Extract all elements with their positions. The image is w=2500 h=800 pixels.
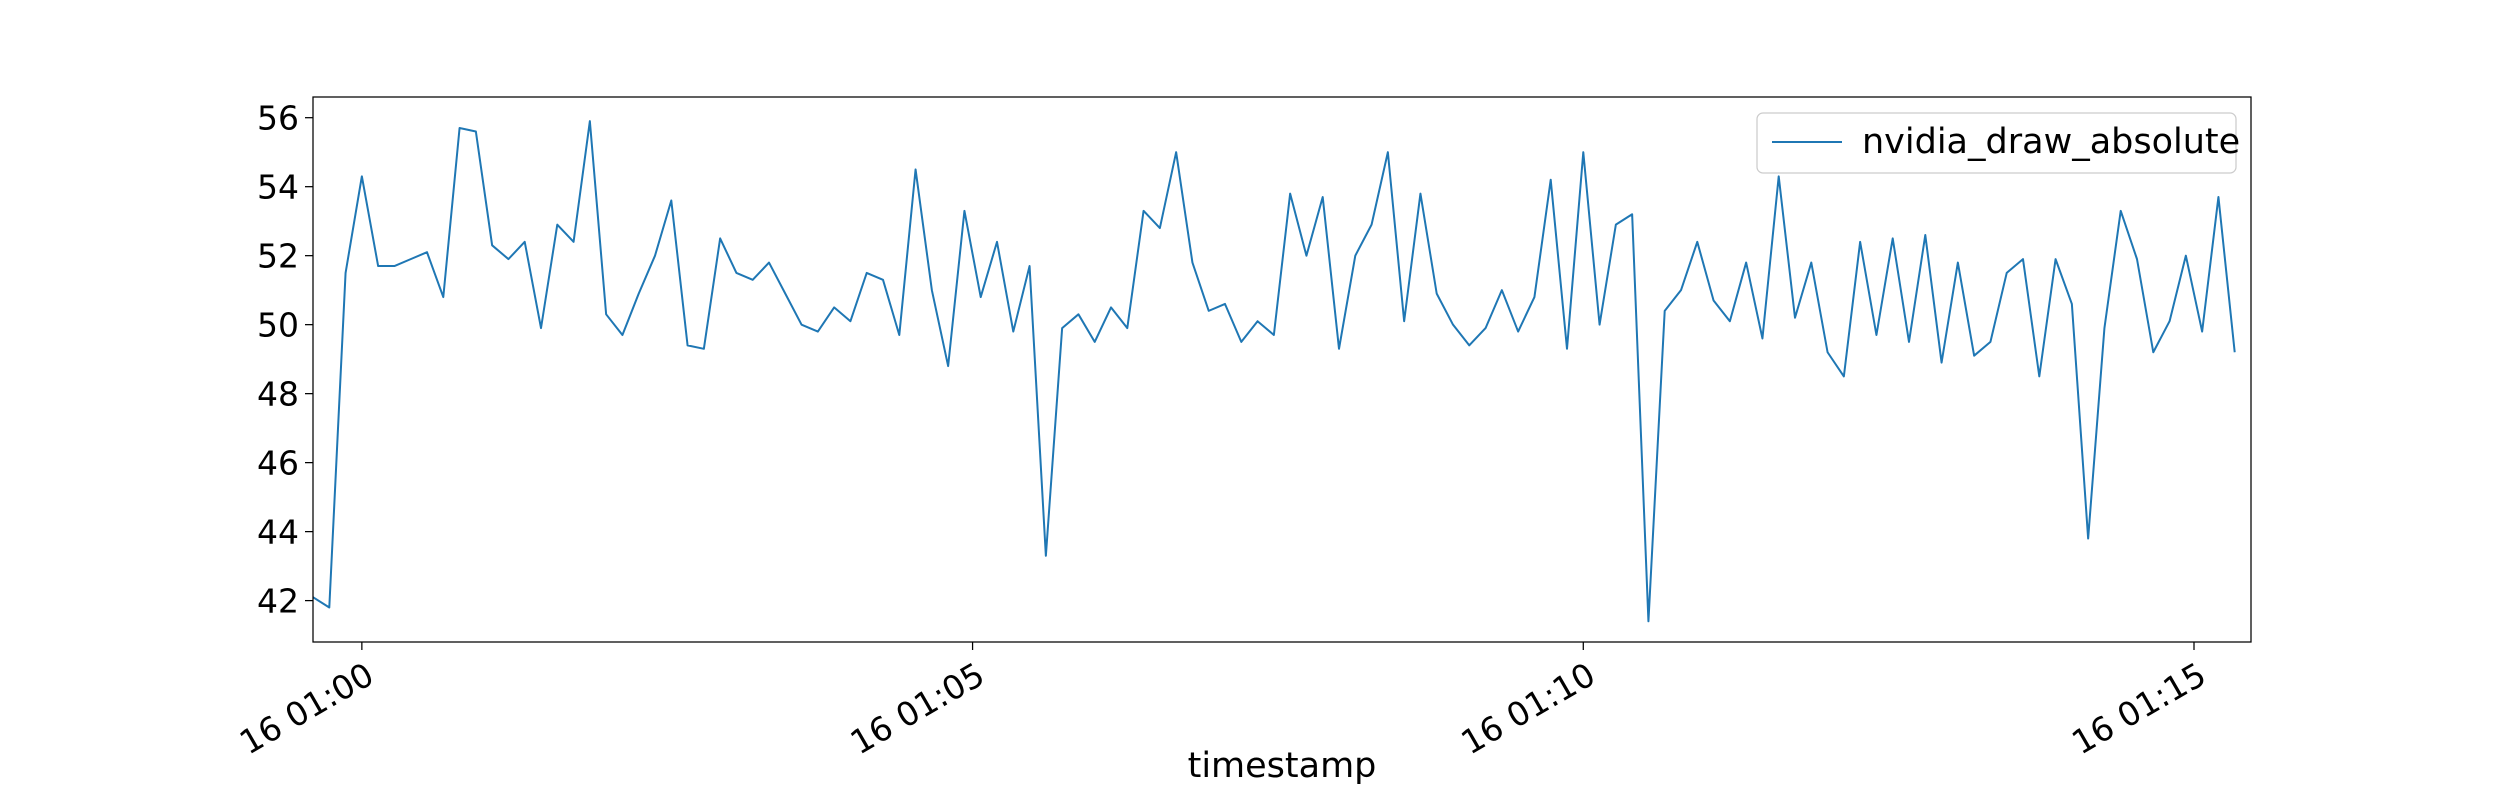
y-tick-label: 46 (257, 444, 299, 483)
plot-area-frame (312, 96, 2252, 643)
y-tick-label: 54 (257, 168, 299, 207)
series-layer (312, 120, 2236, 623)
legend-box (1756, 112, 2237, 174)
y-tick-label: 48 (257, 375, 299, 414)
y-tick-label: 52 (257, 237, 299, 276)
y-tick-label: 44 (257, 513, 299, 552)
x-axis-title: timestamp (1188, 746, 1377, 786)
y-axis: 42 44 46 48 50 52 54 56 (257, 99, 313, 621)
legend-label: nvidia_draw_absolute (1862, 122, 2240, 162)
series-line-nvidia_draw_absolute (312, 120, 2236, 623)
y-tick-label: 50 (257, 306, 299, 345)
y-tick-label: 56 (257, 99, 299, 138)
y-tick-label: 42 (257, 582, 299, 621)
legend: nvidia_draw_absolute (1756, 112, 2240, 174)
